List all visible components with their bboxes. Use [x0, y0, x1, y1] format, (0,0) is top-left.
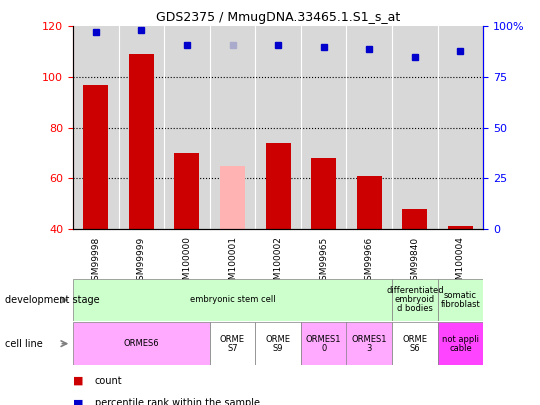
Bar [118, 26, 164, 229]
Text: percentile rank within the sample: percentile rank within the sample [94, 399, 260, 405]
Text: ORMES1
3: ORMES1 3 [352, 335, 387, 353]
Bar [174, 153, 199, 229]
Bar [266, 143, 291, 229]
Bar [83, 85, 108, 229]
Bar [129, 54, 154, 229]
Bar [448, 226, 473, 229]
Bar [392, 322, 438, 365]
Text: cell line: cell line [5, 339, 43, 349]
Bar [357, 176, 382, 229]
Bar [438, 279, 483, 321]
Text: ORMES6: ORMES6 [124, 339, 159, 348]
Bar [347, 322, 392, 365]
Bar [392, 26, 438, 229]
Bar [255, 322, 301, 365]
Text: differentiated
embryoid
d bodies: differentiated embryoid d bodies [386, 286, 444, 313]
Bar [301, 26, 347, 229]
Bar [311, 158, 336, 229]
Bar [73, 279, 392, 321]
Text: ORME
S7: ORME S7 [220, 335, 245, 353]
Text: somatic
fibroblast: somatic fibroblast [441, 291, 481, 309]
Bar [347, 26, 392, 229]
Bar [210, 26, 255, 229]
Text: not appli
cable: not appli cable [442, 335, 479, 353]
Title: GDS2375 / MmugDNA.33465.1.S1_s_at: GDS2375 / MmugDNA.33465.1.S1_s_at [156, 11, 400, 24]
Text: count: count [94, 376, 122, 386]
Bar [73, 26, 118, 229]
Bar [164, 26, 210, 229]
Bar [392, 279, 438, 321]
Bar [301, 322, 347, 365]
Text: ORME
S9: ORME S9 [266, 335, 291, 353]
Bar [402, 209, 428, 229]
Text: ■: ■ [73, 376, 83, 386]
Bar [438, 322, 483, 365]
Bar [210, 322, 255, 365]
Bar [73, 322, 210, 365]
Text: ORME
S6: ORME S6 [402, 335, 427, 353]
Bar [438, 26, 483, 229]
Text: ORMES1
0: ORMES1 0 [306, 335, 341, 353]
Text: embryonic stem cell: embryonic stem cell [190, 295, 275, 305]
Bar [255, 26, 301, 229]
Text: development stage: development stage [5, 295, 100, 305]
Bar [220, 166, 245, 229]
Text: ■: ■ [73, 399, 83, 405]
